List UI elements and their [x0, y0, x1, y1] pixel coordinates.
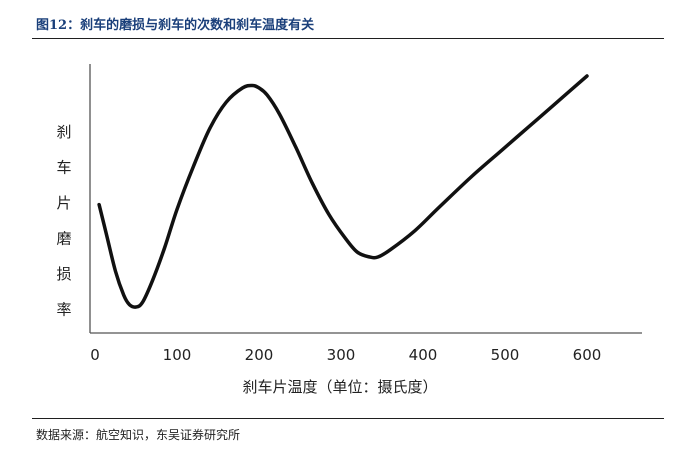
x-tick-labels: 0 100 200 300 400 500 600: [90, 346, 601, 364]
x-tick-label: 100: [163, 346, 192, 364]
y-axis-label-char: 率: [56, 301, 71, 319]
source-rule: [32, 418, 664, 419]
x-tick-label: 600: [573, 346, 602, 364]
x-tick-label: 200: [245, 346, 274, 364]
y-axis-label-char: 磨: [56, 230, 71, 248]
y-axis-label-char: 刹: [56, 123, 71, 141]
y-axis-label-char: 车: [56, 159, 71, 177]
x-axis-label: 刹车片温度（单位：摄氏度）: [242, 378, 437, 396]
title-rule: [32, 38, 664, 39]
x-tick-label: 500: [491, 346, 520, 364]
x-tick-label: 400: [409, 346, 438, 364]
y-axis-label-char: 片: [56, 194, 71, 212]
brake-wear-curve: [97, 74, 589, 309]
figure-title: 图12：刹车的磨损与刹车的次数和刹车温度有关: [36, 18, 315, 33]
y-axis-label-char: 损: [56, 265, 71, 283]
x-tick-label: 300: [327, 346, 356, 364]
x-tick-label: 0: [90, 346, 100, 364]
source-note: 数据来源：航空知识，东吴证券研究所: [36, 428, 241, 442]
